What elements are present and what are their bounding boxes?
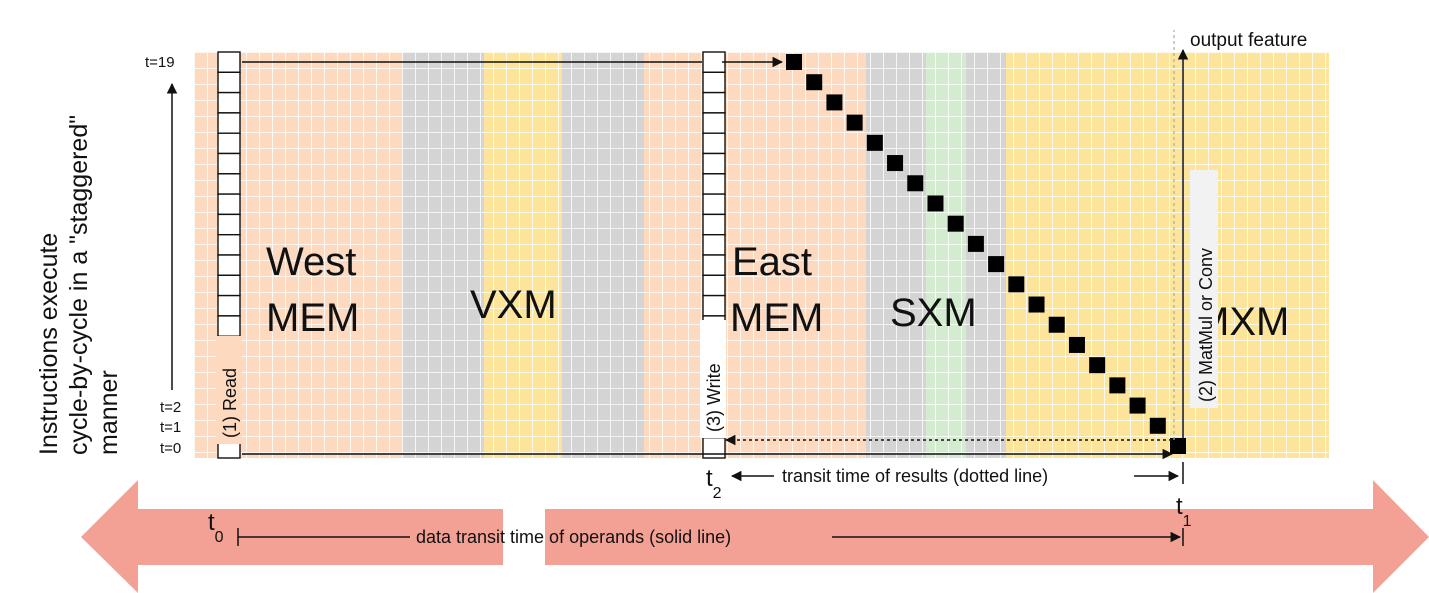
stagger-square (806, 74, 823, 91)
write-column-cell (702, 437, 726, 459)
stagger-square (1170, 438, 1186, 454)
sxm-label: SXM (890, 291, 977, 335)
stagger-square (786, 54, 802, 70)
t2-marker-t: t (706, 465, 713, 492)
east-mem-label-line2: MEM (730, 296, 823, 340)
operands-transit-label: data transit time of operands (solid lin… (416, 527, 731, 547)
stagger-square (927, 195, 944, 212)
flow-arrows (242, 30, 1189, 460)
vxm-label: VXM (470, 283, 557, 327)
west-mem-label-line1: West (266, 240, 356, 284)
read-column-cell (217, 132, 241, 155)
write-column-cell (702, 274, 726, 297)
read-label-bg (216, 336, 242, 444)
t0-marker-sub: 0 (215, 529, 224, 546)
caption-line-1: Instructions execute (35, 233, 63, 455)
read-column-cell (217, 173, 241, 195)
stagger-square (907, 175, 924, 192)
read-column-cell (217, 233, 241, 256)
stagger-square (1048, 316, 1065, 333)
stagger-square (967, 235, 984, 252)
stagger-square (846, 114, 863, 131)
vertical-caption: Instructions execute cycle-by-cycle in a… (35, 115, 123, 455)
write-label: (3) Write (704, 363, 724, 432)
read-column-cell (217, 274, 241, 297)
t1-marker-sub: 1 (1183, 513, 1192, 530)
stagger-square (1089, 357, 1106, 374)
write-column-cell (702, 71, 726, 94)
time-label-t2: t=2 (160, 399, 181, 416)
read-column-cell (217, 193, 241, 216)
stagger-square (988, 256, 1005, 273)
chip-columns (194, 52, 1329, 458)
stagger-square (826, 94, 843, 111)
read-column-cell (217, 91, 241, 114)
write-column-cell (702, 132, 726, 155)
read-label: (1) Read (220, 368, 240, 438)
caption-line-3: manner (95, 370, 123, 455)
t1-marker: t1 (1176, 493, 1192, 530)
matmul-label: (2) MatMul or Conv (1196, 248, 1216, 402)
write-column-cell (702, 91, 726, 114)
write-label-bg (700, 320, 726, 438)
write-column-cell (702, 254, 726, 276)
time-axis: t=19 t=2 t=1 t=0 (145, 54, 181, 457)
caption-line-2: cycle-by-cycle in a "staggered" (65, 115, 93, 455)
read-column-cell (217, 71, 241, 94)
t1-marker-t: t (1176, 493, 1183, 520)
read-column-cell (217, 51, 241, 73)
write-column-cell (702, 294, 726, 317)
stagger-square (1008, 276, 1025, 293)
write-column-cell (702, 173, 726, 195)
read-column-cell (217, 213, 241, 236)
staggered-squares (786, 54, 1186, 454)
step-labels: (1) Read (3) Write (2) MatMul or Conv (216, 170, 1218, 444)
east-mem-label-line1: East (732, 240, 812, 284)
stagger-square (1149, 417, 1166, 434)
write-column-cell (702, 233, 726, 256)
stagger-square (1028, 296, 1045, 313)
t2-marker: t2 (706, 465, 722, 502)
write-column-cell (702, 51, 726, 73)
region-labels: West MEM VXM East MEM SXM MXM (266, 240, 1289, 344)
time-label-t0: t=0 (160, 440, 181, 457)
read-column-cell (217, 315, 241, 337)
stagger-square (1109, 377, 1126, 394)
output-feature-label: output feature (1190, 30, 1307, 51)
t0-marker: t0 (208, 509, 224, 546)
stagger-square (866, 134, 883, 151)
stagger-square (1129, 397, 1146, 414)
write-column-cell (702, 152, 726, 175)
grid-overlay (194, 52, 1329, 458)
matmul-label-bg (1190, 170, 1218, 408)
read-column-cell (217, 254, 241, 276)
west-mem-label-line2: MEM (266, 296, 359, 340)
write-column-cell (702, 213, 726, 236)
read-column-cell (217, 294, 241, 317)
stagger-square (1068, 336, 1085, 353)
transit-annotations: t2 transit time of results (dotted line)… (208, 462, 1192, 547)
time-label-t1: t=1 (160, 419, 181, 436)
write-column-cell (702, 112, 726, 134)
results-transit-label: transit time of results (dotted line) (782, 466, 1048, 486)
stagger-square (947, 215, 964, 232)
time-label-t19: t=19 (145, 54, 175, 71)
t2-marker-sub: 2 (713, 485, 722, 502)
t0-marker-t: t (208, 509, 215, 536)
read-column-cell (217, 152, 241, 175)
stagger-square (887, 155, 904, 172)
write-column-cell (702, 193, 726, 216)
read-column-cell (217, 112, 241, 134)
